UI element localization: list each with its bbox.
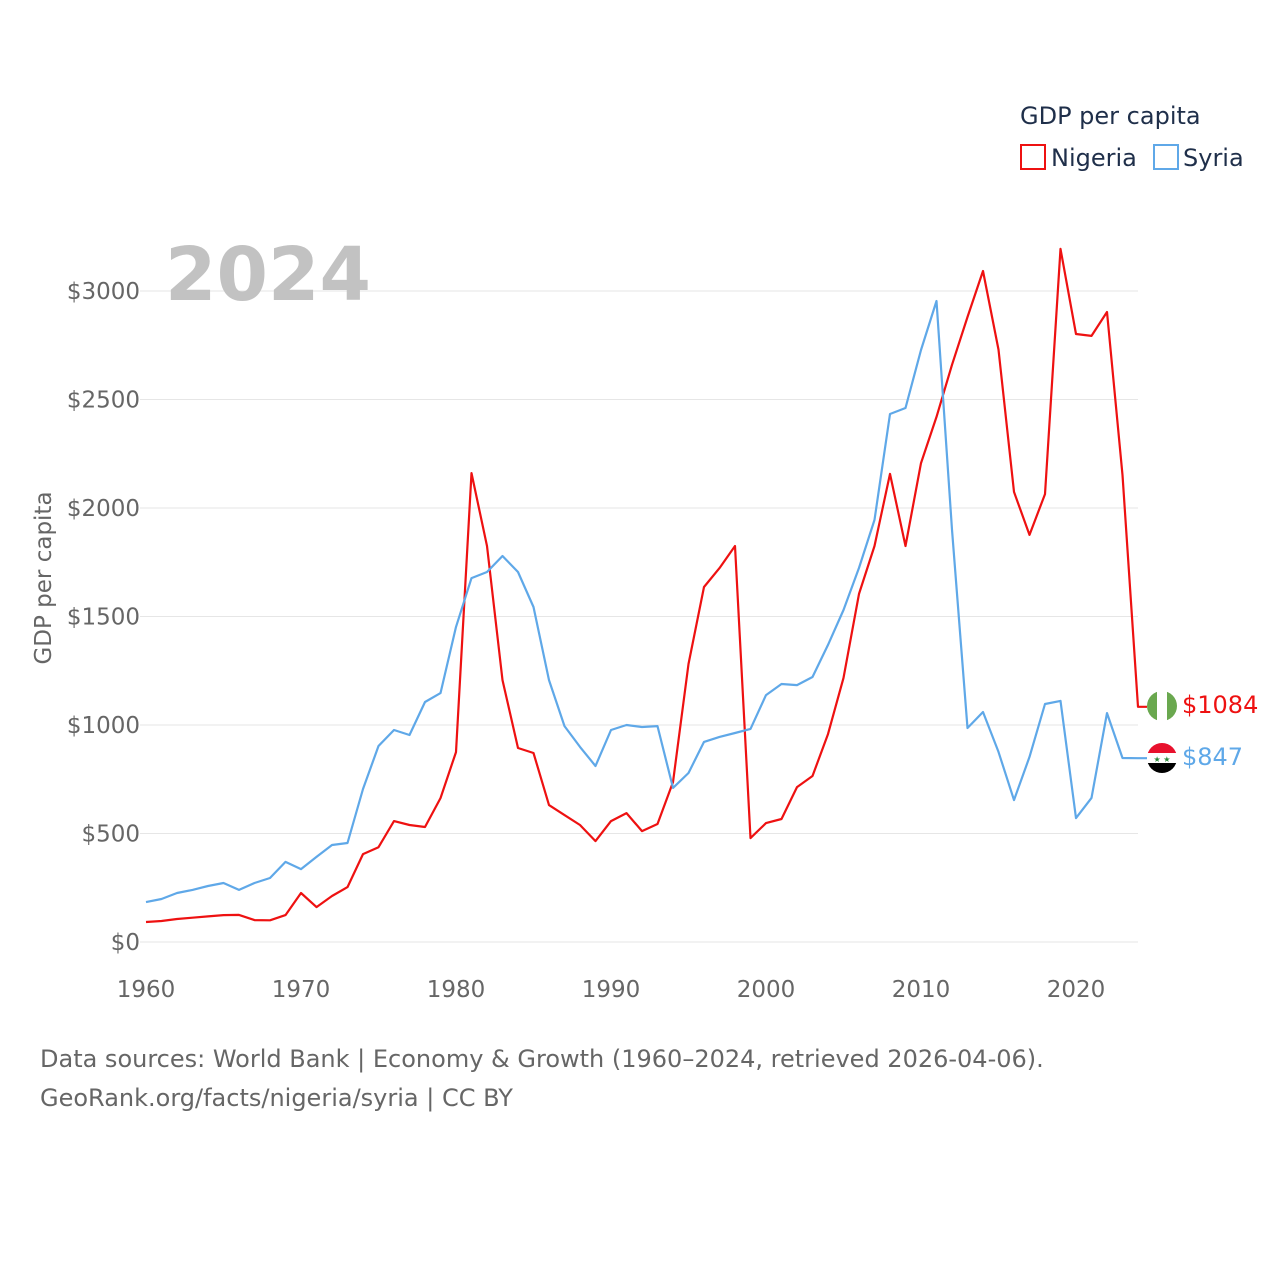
x-tick-label: 2010 xyxy=(892,977,951,1003)
series-lines xyxy=(145,247,1147,924)
x-tick-label: 1990 xyxy=(582,977,641,1003)
x-axis-ticks: 1960 1970 1980 1990 2000 2010 2020 xyxy=(117,977,1106,1003)
series-line-syria xyxy=(145,299,1147,904)
y-tick-label: $1500 xyxy=(67,605,140,631)
end-label-nigeria: $1084 xyxy=(1182,691,1258,719)
x-tick-label: 2000 xyxy=(737,977,796,1003)
y-tick-label: $1000 xyxy=(67,713,140,739)
y-axis-label: GDP per capita xyxy=(31,491,57,664)
legend-title: GDP per capita xyxy=(1020,102,1201,130)
legend-item-nigeria[interactable]: Nigeria xyxy=(1020,144,1137,172)
x-tick-label: 1980 xyxy=(427,977,486,1003)
x-tick-label: 2020 xyxy=(1047,977,1106,1003)
y-tick-label: $2500 xyxy=(67,388,140,414)
x-tick-label: 1970 xyxy=(272,977,331,1003)
year-watermark: 2024 xyxy=(165,232,371,318)
footer-sources: Data sources: World Bank | Economy & Gro… xyxy=(40,1045,1044,1073)
nigeria-flag-icon xyxy=(1147,691,1177,721)
legend-swatch-nigeria xyxy=(1020,144,1046,170)
series-line-nigeria xyxy=(145,247,1147,924)
y-tick-label: $500 xyxy=(81,822,140,848)
y-tick-label: $3000 xyxy=(67,279,140,305)
footer-link[interactable]: GeoRank.org/facts/nigeria/syria | CC BY xyxy=(40,1084,513,1112)
syria-flag-icon: ★ ★ xyxy=(1147,743,1177,773)
y-axis-ticks: $0 $500 $1000 $1500 $2000 $2500 $3000 xyxy=(67,279,140,956)
y-tick-label: $0 xyxy=(111,930,140,956)
svg-text:★ ★: ★ ★ xyxy=(1154,755,1171,764)
legend-label-syria: Syria xyxy=(1183,144,1244,172)
legend-item-syria[interactable]: Syria xyxy=(1153,144,1244,172)
x-tick-label: 1960 xyxy=(117,977,176,1003)
y-tick-label: $2000 xyxy=(67,496,140,522)
end-label-syria: $847 xyxy=(1182,743,1243,771)
legend-swatch-syria xyxy=(1153,144,1179,170)
legend-label-nigeria: Nigeria xyxy=(1051,144,1137,172)
grid-lines xyxy=(140,290,1138,943)
